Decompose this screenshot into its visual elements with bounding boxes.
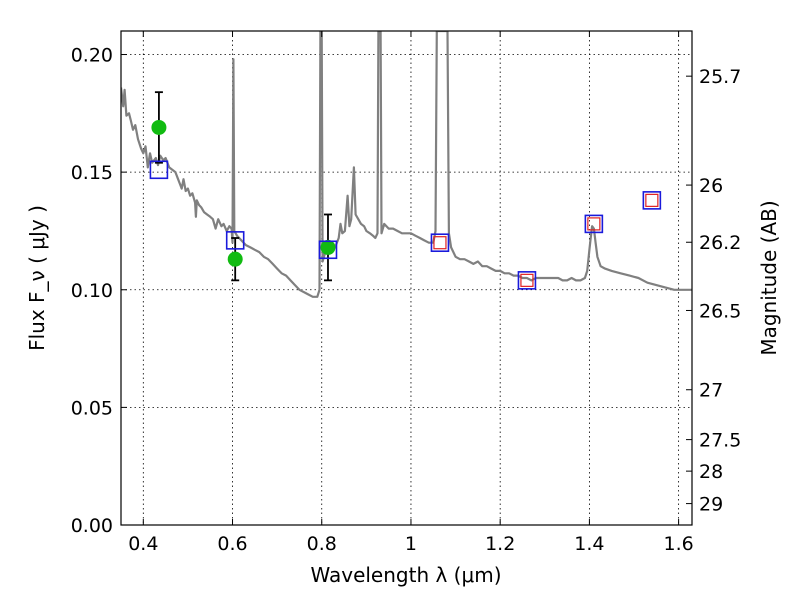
mag-tick-label: 26	[699, 175, 723, 197]
model-photometry-square	[318, 240, 338, 260]
x-tick-label: 1	[405, 533, 417, 555]
model-photometry-inner-square	[520, 273, 534, 287]
model-photometry-inner-square	[645, 193, 659, 207]
y-axis-left-title: Flux F_ν ( μJy )	[25, 205, 49, 351]
ticks: 0.4 0.6 0.8 1 1.2 1.4 1.6 0.00 0.05 0.10 0.15 0.20 2…	[71, 31, 741, 555]
model-photometry-square	[149, 160, 169, 180]
model-photometry-square	[584, 214, 604, 234]
x-axis-title: Wavelength λ (μm)	[310, 563, 501, 587]
x-tick-label: 0.8	[307, 533, 337, 555]
x-tick-label: 0.4	[128, 533, 158, 555]
model-photometry-square	[642, 191, 662, 210]
model-photometry-square	[517, 271, 537, 290]
y-tick-label: 0.20	[71, 45, 113, 67]
x-tick-label: 1.2	[485, 533, 515, 555]
y-tick-label: 0.05	[71, 397, 113, 419]
mag-tick-label: 26.5	[699, 300, 741, 322]
mag-tick-label: 27	[699, 380, 723, 402]
model-spectrum-line	[121, 31, 692, 298]
model-photometry-square	[225, 231, 245, 250]
y-tick-label: 0.10	[71, 280, 113, 302]
model-photometry-inner-square	[587, 217, 601, 231]
mag-tick-label: 28	[699, 461, 723, 483]
markers-layer	[149, 91, 662, 290]
mag-tick-label: 26.2	[699, 232, 741, 254]
x-tick-label: 1.4	[574, 533, 604, 555]
model-photometry-square	[430, 233, 450, 253]
model-spectrum-layer	[121, 31, 692, 298]
observed-point	[320, 239, 336, 255]
x-tick-label: 0.6	[217, 533, 247, 555]
mag-tick-label: 27.5	[699, 430, 741, 452]
mag-tick-label: 25.7	[699, 66, 741, 88]
observed-point	[151, 119, 167, 135]
x-tick-label: 1.6	[664, 533, 694, 555]
observed-point	[227, 251, 243, 267]
y-tick-label: 0.00	[71, 515, 113, 537]
mag-tick-label: 29	[699, 494, 723, 516]
y-tick-label: 0.15	[71, 162, 113, 184]
model-photometry-inner-square	[433, 236, 447, 250]
plot-frame	[120, 30, 693, 526]
y-axis-right-title: Magnitude (AB)	[757, 200, 781, 355]
